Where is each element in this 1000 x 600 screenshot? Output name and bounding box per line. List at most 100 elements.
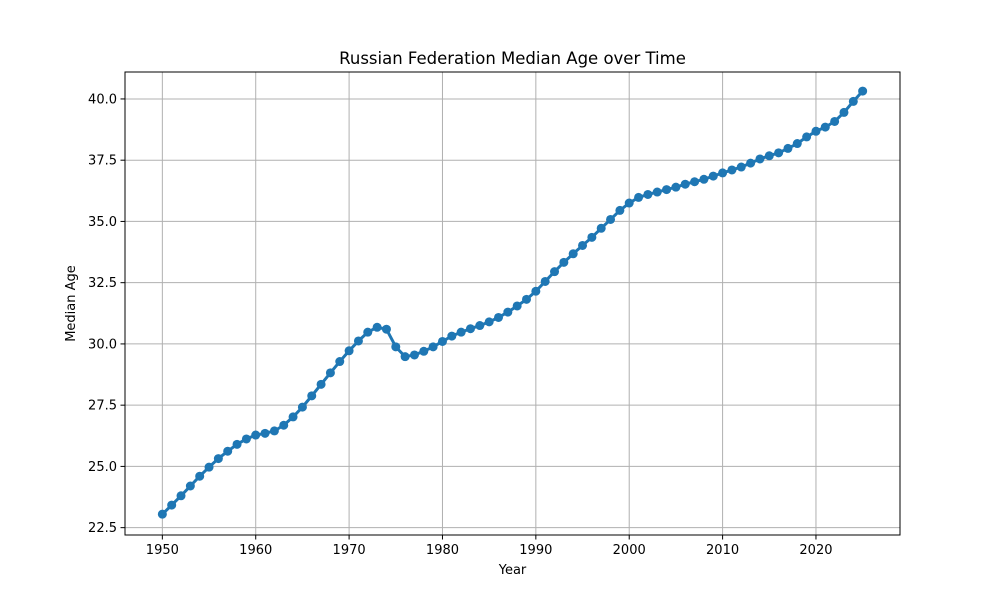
x-tick-label: 2010 [706, 543, 739, 558]
data-point [764, 151, 774, 161]
data-point [531, 286, 541, 296]
data-point [475, 321, 485, 331]
data-point [503, 307, 513, 317]
data-point [708, 171, 718, 181]
y-tick-label: 32.5 [88, 276, 117, 291]
data-point [167, 500, 177, 510]
data-point [578, 240, 588, 250]
grid-lines [125, 72, 900, 535]
x-tick-label: 1970 [333, 543, 366, 558]
data-point [391, 342, 401, 352]
y-tick-label: 22.5 [88, 521, 117, 536]
median-age-series [157, 86, 868, 519]
data-point [820, 122, 830, 132]
x-axis-label: Year [498, 563, 527, 578]
x-tick-label: 1990 [519, 543, 552, 558]
data-point [858, 86, 868, 96]
y-tick-label: 37.5 [88, 154, 117, 169]
data-point [522, 294, 532, 304]
data-point [353, 336, 363, 346]
data-point [727, 165, 737, 175]
y-tick-label: 25.0 [88, 460, 117, 475]
data-point [297, 402, 307, 412]
data-point [493, 312, 503, 322]
data-point [652, 187, 662, 197]
x-tick-label: 2020 [799, 543, 832, 558]
data-point [465, 324, 475, 334]
data-point [634, 192, 644, 202]
x-tick-label: 1960 [239, 543, 272, 558]
data-point [251, 430, 261, 440]
data-point [363, 327, 373, 337]
data-point [288, 412, 298, 422]
data-point [372, 322, 382, 332]
data-point [690, 177, 700, 187]
data-point [643, 189, 653, 199]
data-point [223, 446, 233, 456]
y-tick-label: 30.0 [88, 337, 117, 352]
data-point [260, 428, 270, 438]
y-axis-label: Median Age [64, 265, 79, 342]
data-point [783, 143, 793, 153]
data-point [447, 331, 457, 341]
data-point [456, 327, 466, 337]
data-point [428, 342, 438, 352]
data-point [307, 391, 317, 401]
data-point [344, 346, 354, 356]
data-point [232, 439, 242, 449]
data-point [568, 249, 578, 259]
data-point [195, 471, 205, 481]
median-age-line [160, 89, 865, 516]
data-point [774, 148, 784, 158]
data-point [596, 223, 606, 233]
data-point [269, 426, 279, 436]
data-point [848, 96, 858, 106]
chart-title: Russian Federation Median Age over Time [339, 49, 686, 68]
data-point [400, 352, 410, 362]
data-point [157, 509, 167, 519]
data-point [550, 267, 560, 277]
data-point [279, 420, 289, 430]
x-tick-label: 1950 [146, 543, 179, 558]
plot-frame [124, 71, 901, 536]
data-point [606, 214, 616, 224]
data-point [736, 162, 746, 172]
data-point [811, 126, 821, 136]
data-point [381, 324, 391, 334]
data-point [204, 462, 214, 472]
data-point [484, 317, 494, 327]
data-point [316, 379, 326, 389]
data-point [699, 174, 709, 184]
data-point [512, 301, 522, 311]
data-point [680, 179, 690, 189]
data-point [587, 232, 597, 242]
data-point [830, 116, 840, 126]
data-point [540, 276, 550, 286]
y-tick-label: 27.5 [88, 399, 117, 414]
y-tick-label: 40.0 [88, 92, 117, 107]
y-tick-label: 35.0 [88, 215, 117, 230]
data-point [176, 491, 186, 501]
data-point [409, 350, 419, 360]
data-point [559, 257, 569, 267]
data-point [624, 198, 634, 208]
data-point [419, 346, 429, 356]
data-point [746, 158, 756, 168]
data-point [437, 336, 447, 346]
data-point [241, 434, 251, 444]
data-point [718, 168, 728, 178]
data-point [662, 185, 672, 195]
x-tick-label: 2000 [613, 543, 646, 558]
data-point [671, 182, 681, 192]
data-point [615, 205, 625, 215]
data-point [325, 368, 335, 378]
data-point [802, 132, 812, 142]
data-point [755, 154, 765, 164]
data-point [213, 454, 223, 464]
data-point [839, 107, 849, 117]
axis-ticks: 1950 1960 1970 1980 1990 2000 2010 2020 22.5 25.0… [88, 92, 832, 558]
data-point [792, 139, 802, 149]
